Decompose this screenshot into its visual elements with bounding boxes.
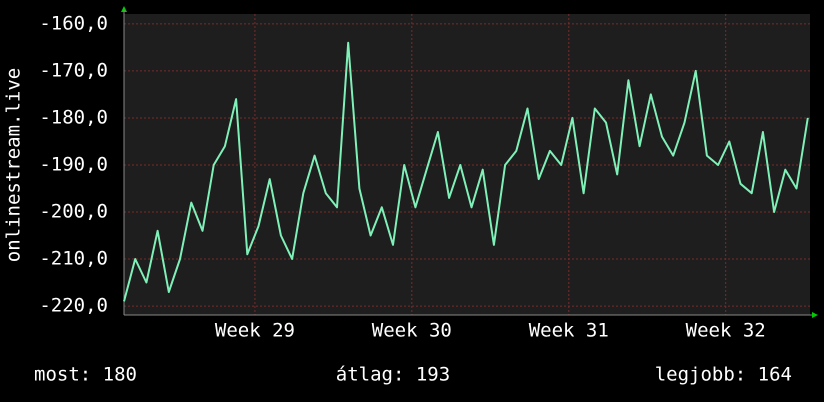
- x-axis-arrow: [812, 312, 818, 318]
- footer-current: most: 180: [34, 364, 137, 386]
- data-line: [123, 41, 809, 302]
- y-tick-label: -180,0: [39, 106, 108, 128]
- x-tick-label: Week 32: [686, 320, 766, 342]
- x-tick-label: Week 29: [215, 320, 295, 342]
- y-tick-label: -210,0: [39, 248, 108, 270]
- y-axis-arrow: [121, 6, 127, 12]
- y-tick-label: -190,0: [39, 153, 108, 175]
- y-tick-label: -220,0: [39, 295, 108, 317]
- y-tick-label: -160,0: [39, 12, 108, 34]
- y-axis-label: onlinestream.live: [3, 68, 25, 262]
- y-tick-label: -200,0: [39, 201, 108, 223]
- footer-best: legjobb: 164: [655, 364, 792, 386]
- x-tick-label: Week 30: [372, 320, 452, 342]
- plot-area: [124, 14, 810, 315]
- x-tick-label: Week 31: [529, 320, 609, 342]
- y-tick-label: -170,0: [39, 59, 108, 81]
- footer-average: átlag: 193: [336, 364, 450, 386]
